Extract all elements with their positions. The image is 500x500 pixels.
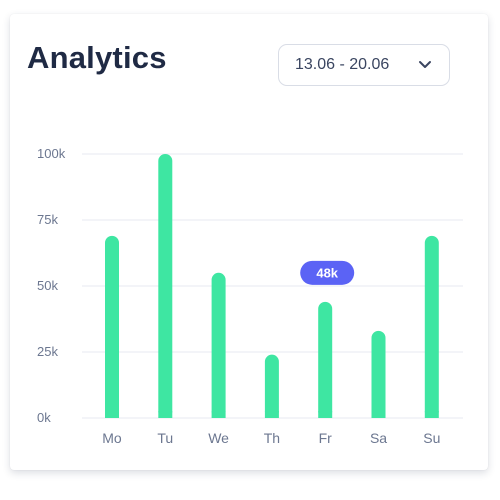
tooltip-pill — [300, 260, 355, 285]
bar-base-su — [424, 411, 439, 418]
y-axis-ticks: 0k 25k 50k 75k 100k — [37, 146, 66, 425]
x-tick-label: Mo — [102, 430, 122, 446]
y-tick-label: 75k — [37, 212, 58, 227]
bar-base-th — [264, 411, 279, 418]
date-range-value: 13.06 - 20.06 — [295, 56, 390, 73]
chevron-down-icon — [419, 61, 431, 68]
x-tick-label: Su — [423, 430, 440, 446]
x-tick-label: Fr — [319, 430, 333, 446]
x-tick-label: Sa — [370, 430, 387, 446]
bar-base-tu — [158, 411, 173, 418]
bar-we[interactable] — [211, 272, 226, 418]
y-tick-label: 25k — [37, 344, 58, 359]
bar-mo[interactable] — [105, 235, 119, 418]
bar-base-we — [211, 411, 226, 418]
bar-sa[interactable] — [371, 330, 386, 418]
page-title: Analytics — [27, 40, 167, 75]
x-tick-label: Th — [264, 430, 280, 446]
bar-base-mo — [105, 411, 119, 418]
bar-base-sa — [371, 411, 386, 418]
bar-tu[interactable] — [158, 154, 173, 418]
x-tick-label: Tu — [157, 430, 173, 446]
tooltip-label: 48k — [316, 265, 338, 280]
date-range-select[interactable]: 13.06 - 20.06 — [278, 44, 450, 86]
tooltip: 48k — [300, 260, 355, 285]
bar-su[interactable] — [424, 235, 439, 418]
bar-th[interactable] — [264, 354, 279, 418]
y-tick-label: 50k — [37, 278, 58, 293]
x-tick-label: We — [208, 430, 229, 446]
bar-base-fr — [318, 411, 333, 418]
bars — [105, 154, 439, 418]
y-tick-label: 100k — [37, 146, 66, 161]
x-axis-ticks: Mo Tu We Th Fr Sa Su — [102, 430, 440, 446]
bar-fr[interactable] — [318, 301, 333, 418]
analytics-card — [10, 14, 488, 470]
y-tick-label: 0k — [37, 410, 51, 425]
